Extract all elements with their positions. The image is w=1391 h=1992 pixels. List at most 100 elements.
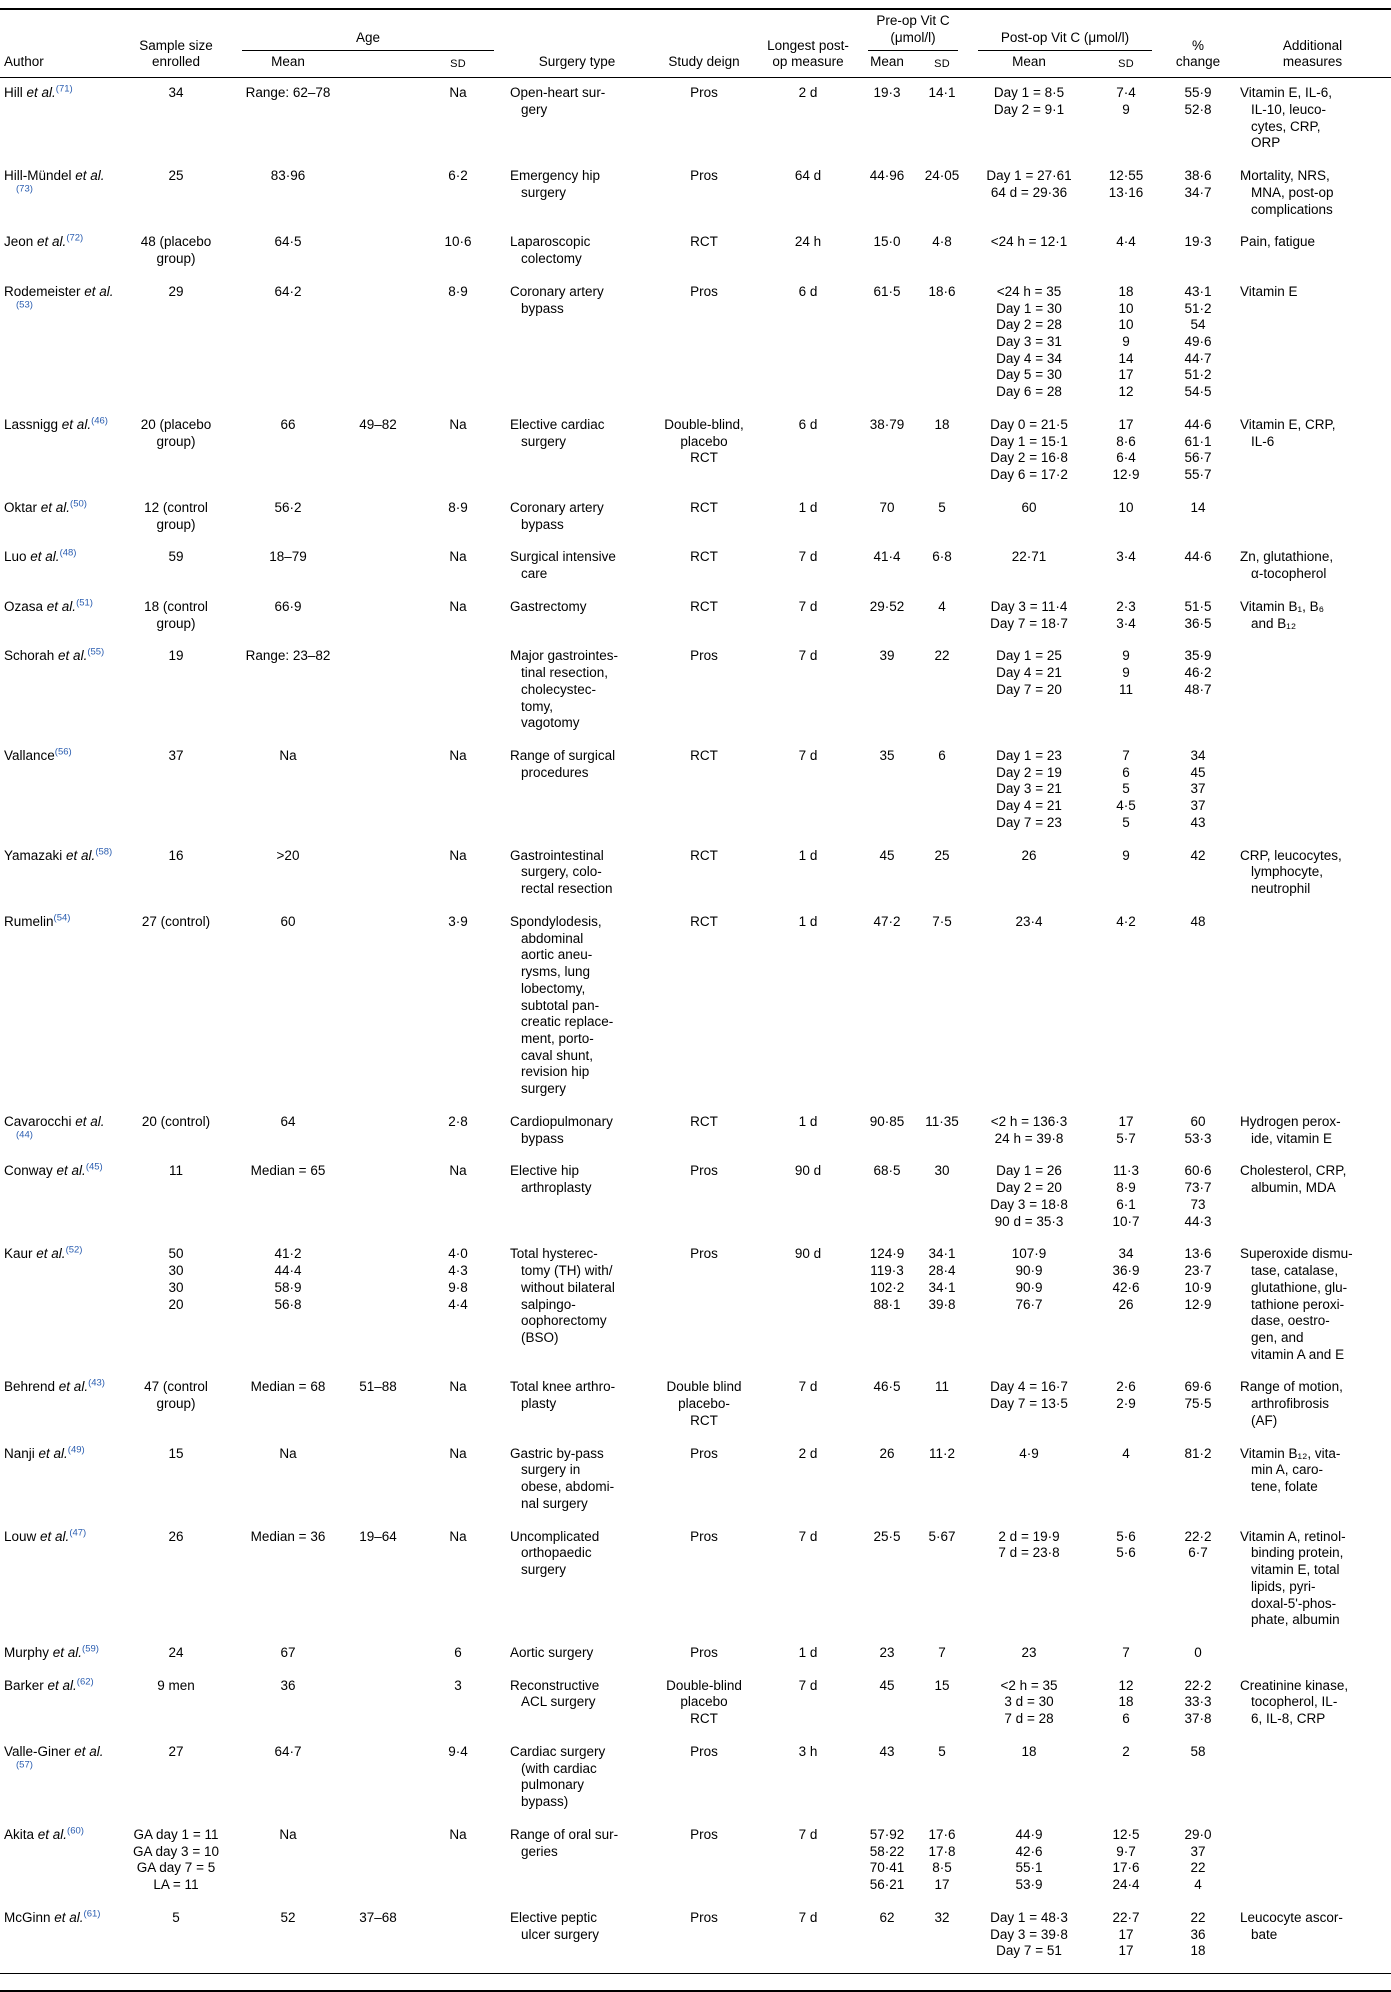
surgery-type-cell: Reconstructive ACL surgery (510, 1677, 600, 1710)
longest-postop-cell: 7 d (798, 1677, 818, 1693)
age-mean-cell: Range: 23–82 (245, 648, 331, 664)
author-name: Akita (4, 1826, 35, 1842)
preop-sd-cell: 34·1 28·4 34·1 39·8 (928, 1246, 956, 1312)
author-name: Valle-Giner (4, 1743, 71, 1759)
age-sd-cell: 2·8 (448, 1113, 468, 1129)
age-sd-cell: 8·9 (448, 283, 468, 299)
age-sd-cell: Na (449, 85, 467, 101)
preop-sd-cell: 17·6 17·8 8·5 17 (928, 1826, 956, 1893)
preop-mean-cell: 45 (879, 847, 895, 863)
author-etal: et al. (22, 85, 56, 101)
postop-mean-cell: 60 (1021, 499, 1037, 515)
postop-sd-cell: 11·3 8·9 6·1 10·7 (1112, 1163, 1140, 1229)
citation-ref-link[interactable]: (60) (67, 1825, 84, 1837)
sample-size-cell: 25 (168, 168, 184, 184)
citation-ref-link[interactable]: (55) (87, 646, 105, 658)
table-row: Valle-Giner et al. (57) 27 64·7 9·4 Cardiac s… (0, 1741, 1391, 1824)
study-design-cell: Pros (690, 1528, 718, 1544)
longest-postop-cell: 3 h (798, 1743, 818, 1759)
preop-mean-cell: 68·5 (873, 1163, 901, 1179)
citation-ref-link[interactable]: (72) (66, 232, 84, 244)
age-mean-cell: 56·2 (274, 499, 302, 515)
citation-ref-link[interactable]: (73) (16, 183, 33, 195)
longest-postop-cell: 2 d (798, 85, 818, 101)
study-design-cell: Pros (690, 1826, 718, 1842)
postop-group-label: Post-op Vit C (μmol/l) (978, 30, 1153, 52)
postop-mean-cell: 18 (1021, 1743, 1037, 1759)
citation-ref-link[interactable]: (45) (85, 1161, 103, 1173)
study-design-cell: Double-blind, placebo RCT (664, 416, 744, 466)
preop-mean-cell: 57·92 58·22 70·41 56·21 (869, 1826, 905, 1893)
additional-measures-cell: Range of motion, arthrofibrosis (AF) (1240, 1379, 1343, 1428)
sample-size-cell: 37 (168, 747, 184, 763)
citation-ref-link[interactable]: (46) (91, 415, 108, 427)
preop-mean-cell: 70 (879, 499, 895, 515)
postop-sd-cell: 5·6 5·6 (1116, 1528, 1136, 1561)
author-name: Ozasa (4, 598, 44, 614)
author-etal: et al. (50, 1909, 84, 1925)
longest-postop-cell: 7 d (798, 1826, 818, 1842)
pct-change-cell: 51·5 36·5 (1184, 598, 1212, 631)
additional-measures-cell: Zn, glutathione, α-tocopherol (1240, 549, 1334, 582)
author-etal: et al. (43, 598, 77, 614)
citation-ref-link[interactable]: (58) (95, 846, 113, 858)
citation-ref-link[interactable]: (50) (70, 498, 87, 510)
citation-ref-link[interactable]: (59) (82, 1643, 99, 1655)
citation-ref-link[interactable]: (54) (53, 912, 71, 924)
additional-measures-cell (1234, 745, 1391, 845)
preop-sd-cell: 4 (938, 598, 946, 614)
author-cell: Schorah et al.(55) (0, 645, 120, 745)
author-cell: Yamazaki et al.(58) (0, 845, 120, 911)
author-etal: et al. (26, 549, 60, 565)
age-sd-cell: Na (449, 1826, 467, 1842)
citation-ref-link[interactable]: (51) (76, 597, 93, 609)
sample-size-cell: 5 (172, 1909, 180, 1925)
citation-ref-link[interactable]: (71) (55, 83, 73, 95)
citation-ref-link[interactable]: (52) (65, 1244, 83, 1256)
study-design-cell: Double blind placebo- RCT (666, 1379, 742, 1428)
preop-mean-cell: 38·79 (869, 416, 905, 432)
citation-ref-link[interactable]: (57) (16, 1759, 33, 1771)
surgery-type-cell: Emergency hip surgery (510, 168, 601, 200)
age-range-cell (344, 165, 412, 231)
sample-size-cell: 48 (placebo group) (140, 234, 212, 267)
age-mean-cell: 64·7 (274, 1743, 302, 1759)
citation-ref-link[interactable]: (49) (67, 1444, 85, 1456)
pct-change-cell: 22·2 6·7 (1184, 1528, 1212, 1561)
additional-measures-cell: Vitamin B₁, B₆ and B₁₂ (1240, 598, 1325, 631)
longest-postop-cell: 1 d (798, 1113, 818, 1129)
table-row: Rumelin(54) 27 (control) 60 3·9 Spondylodesi… (0, 911, 1391, 1111)
citation-ref-link[interactable]: (56) (54, 746, 72, 758)
author-cell: Hill et al.(71) (0, 78, 120, 165)
surgery-type-cell: Cardiopulmonary bypass (510, 1113, 613, 1146)
age-mean-cell: Median = 65 (250, 1163, 326, 1179)
citation-ref-link[interactable]: (43) (88, 1377, 105, 1389)
citation-ref-link[interactable]: (62) (76, 1676, 94, 1688)
surgery-type-cell: Cardiac surgery (with cardiac pulmonary … (510, 1743, 606, 1810)
citation-ref-link[interactable]: (47) (69, 1527, 87, 1539)
citation-ref-link[interactable]: (61) (83, 1908, 101, 1920)
preop-mean-cell: 43 (879, 1743, 895, 1759)
postop-sd-cell: 7 (1122, 1645, 1130, 1661)
study-design-cell: Pros (690, 648, 718, 664)
surgery-type-cell: Laparoscopic colectomy (510, 234, 591, 267)
preop-mean-cell: 15·0 (873, 234, 901, 250)
citation-ref-link[interactable]: (53) (16, 299, 33, 311)
surgery-type-cell: Surgical intensive care (510, 549, 616, 582)
age-range-cell: 19–64 (359, 1528, 397, 1544)
age-mean-cell: Na (279, 1445, 297, 1461)
surgery-type-cell: Coronary artery bypass (510, 499, 604, 532)
additional-measures-cell: Pain, fatigue (1240, 234, 1316, 250)
sample-size-cell: 27 (control) (141, 913, 211, 929)
table-row: Behrend et al.(43) 47 (control group) Medi… (0, 1376, 1391, 1442)
citation-ref-link[interactable]: (44) (16, 1129, 33, 1141)
author-name: Nanji (4, 1445, 35, 1461)
author-cell: Conway et al.(45) (0, 1160, 120, 1243)
pct-change-cell: 13·6 23·7 10·9 12·9 (1184, 1246, 1212, 1312)
col-header-age-range (344, 51, 412, 79)
postop-sd-cell: 17 5·7 (1116, 1113, 1136, 1146)
longest-postop-cell: 7 d (798, 598, 818, 614)
citation-ref-link[interactable]: (48) (59, 547, 77, 559)
study-design-cell: RCT (690, 234, 718, 250)
